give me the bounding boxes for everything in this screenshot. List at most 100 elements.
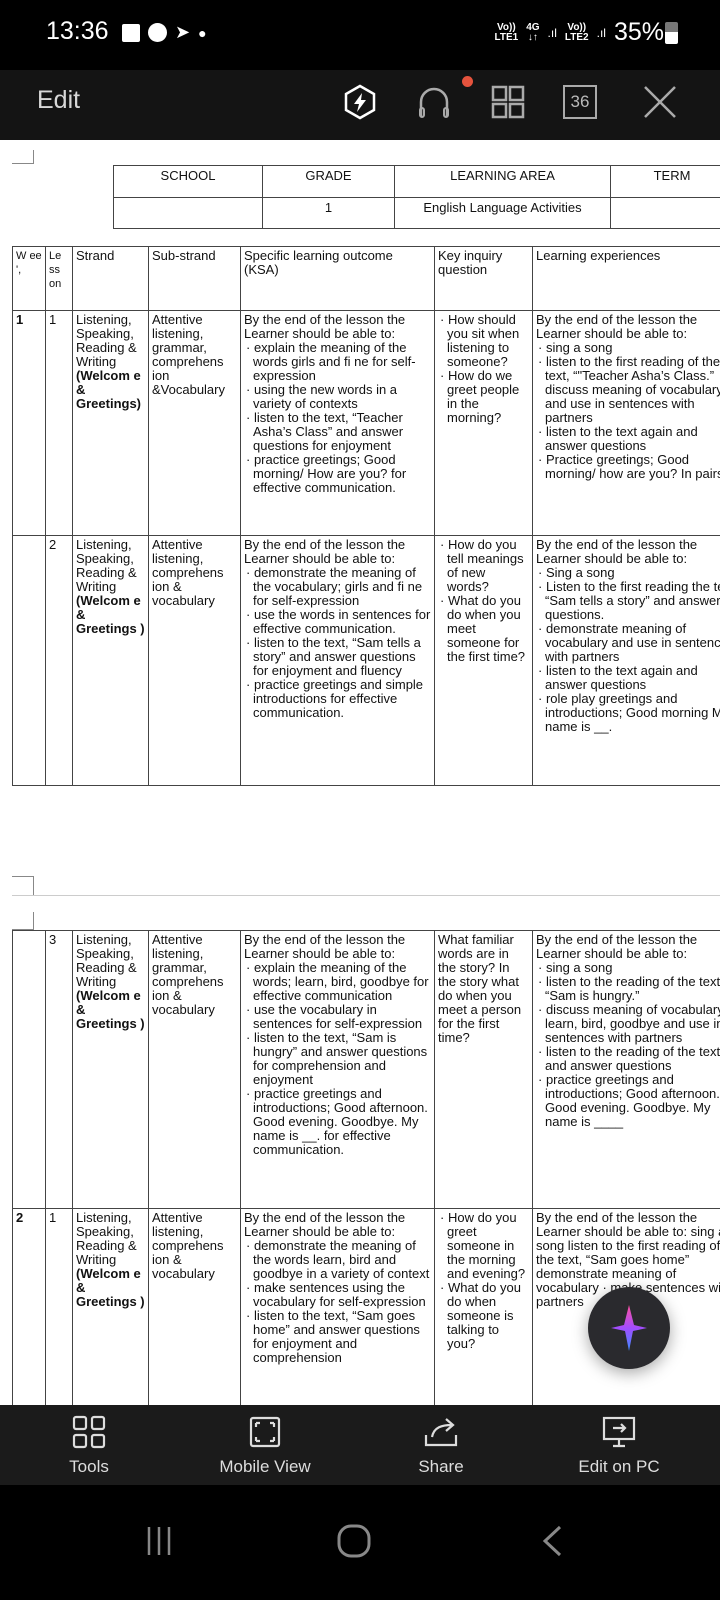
- column-header: Le ss on: [45, 246, 73, 311]
- share-button[interactable]: Share: [361, 1415, 521, 1477]
- back-icon[interactable]: [540, 1525, 564, 1557]
- bullet-list: demonstrate the meaning of the words lea…: [244, 1239, 431, 1365]
- bullet-item: How should you sit when listening to som…: [438, 313, 529, 369]
- cell-intro: By the end of the lesson the Learner sho…: [536, 932, 698, 961]
- page-count-icon[interactable]: 36: [563, 85, 597, 119]
- strand-cell[interactable]: Listening, Speaking, Reading & Writing (W…: [72, 1208, 149, 1405]
- table-cell[interactable]: How do you tell meanings of new words?Wh…: [434, 535, 533, 786]
- week-cell[interactable]: 2: [12, 1208, 46, 1405]
- column-header: Sub-strand: [148, 246, 241, 311]
- bullet-item: listen to the reading of the text, “Sam …: [536, 975, 720, 1003]
- tools-button[interactable]: Tools: [9, 1415, 169, 1477]
- table-cell[interactable]: By the end of the lesson the Learner sho…: [240, 930, 435, 1209]
- week-cell[interactable]: 1: [12, 310, 46, 536]
- strand-text: Listening, Speaking, Reading & Writing: [76, 312, 137, 369]
- substrand-cell[interactable]: Attentive listening, grammar, comprehens…: [148, 930, 241, 1209]
- strand-text: Listening, Speaking, Reading & Writing: [76, 1210, 137, 1267]
- bullet-item: sing a song: [536, 961, 720, 975]
- week-cell[interactable]: [12, 930, 46, 1209]
- bullet-item: Practice greetings; Good morning/ how ar…: [536, 453, 720, 481]
- column-header: Specific learning outcome (KSA): [240, 246, 435, 311]
- mobile-view-button[interactable]: Mobile View: [185, 1415, 345, 1477]
- bullet-item: Listen to the first reading the text, “S…: [536, 580, 720, 622]
- cell-intro: By the end of the lesson the Learner sho…: [244, 932, 406, 961]
- bullet-item: How do you tell meanings of new words?: [438, 538, 529, 594]
- header-value-cell[interactable]: [610, 197, 720, 229]
- document-view[interactable]: SCHOOL GRADE LEARNING AREA TERM 1 English La…: [0, 140, 720, 1405]
- edit-button[interactable]: Edit: [37, 86, 81, 114]
- table-row: 1 1 Listening, Speaking, Reading & Writing…: [12, 310, 720, 536]
- bullet-item: practice greetings; Good morning/ How ar…: [244, 453, 431, 495]
- lesson-cell[interactable]: 2: [45, 535, 73, 786]
- page-corner-mark: [12, 150, 34, 164]
- table-row: 2 1 Listening, Speaking, Reading & Writing…: [12, 1208, 720, 1405]
- bullet-list: Sing a songListen to the first reading t…: [536, 566, 720, 734]
- bullet-list: How do you greet someone in the morning …: [438, 1211, 529, 1351]
- bullet-item: role play greetings and introductions; G…: [536, 692, 720, 734]
- strand-theme: (Welcom e & Greetings ): [76, 593, 145, 636]
- column-header: Key inquiry question: [434, 246, 533, 311]
- cell-intro: By the end of the lesson the Learner sho…: [536, 537, 698, 566]
- substrand-cell[interactable]: Attentive listening, comprehens ion & vo…: [148, 535, 241, 786]
- toolbar: Edit 36: [0, 70, 720, 140]
- lesson-cell[interactable]: 1: [45, 310, 73, 536]
- bottom-toolbar: Tools Mobile View Share Edit on PC: [0, 1405, 720, 1485]
- data-indicator: 4G ↓↑: [526, 21, 540, 43]
- table-cell[interactable]: How do you greet someone in the morning …: [434, 1208, 533, 1405]
- strand-theme: (Welcom e & Greetings ): [76, 988, 145, 1031]
- battery-icon: [665, 22, 678, 44]
- table-cell[interactable]: By the end of the lesson the Learner sho…: [240, 310, 435, 536]
- headphones-icon[interactable]: [414, 82, 454, 122]
- page-divider: [12, 895, 720, 896]
- bullet-item: How do you greet someone in the morning …: [438, 1211, 529, 1281]
- page-corner-mark: [12, 876, 34, 896]
- table-cell[interactable]: By the end of the lesson the Learner sho…: [240, 535, 435, 786]
- header-column-label: GRADE: [262, 165, 395, 198]
- substrand-cell[interactable]: Attentive listening, comprehens ion & vo…: [148, 1208, 241, 1405]
- edit-on-pc-button[interactable]: Edit on PC: [539, 1415, 699, 1477]
- sim2-indicator: Vo)) LTE2: [564, 21, 589, 43]
- ai-assistant-button[interactable]: [588, 1287, 670, 1369]
- mobile-view-icon: [249, 1416, 281, 1448]
- clock: 13:36: [46, 17, 109, 45]
- status-bar: 13:36 ➤ ● Vo)) LTE1 4G ↓↑ .ıl Vo)) LTE2 .ıl…: [0, 0, 720, 70]
- bullet-item: using the new words in a variety of cont…: [244, 383, 431, 411]
- bullet-item: explain the meaning of the words girls a…: [244, 341, 431, 383]
- cell-intro: By the end of the lesson the Learner sho…: [244, 312, 406, 341]
- header-value-cell[interactable]: English Language Activities: [394, 197, 611, 229]
- table-row: 3 Listening, Speaking, Reading & Writing(…: [12, 930, 720, 1209]
- bullet-item: discuss meaning of vocabulary; learn, bi…: [536, 1003, 720, 1045]
- notification-badge: [462, 76, 473, 87]
- tools-icon: [72, 1415, 106, 1449]
- strand-theme: (Welcom e & Greetings): [76, 368, 142, 411]
- table-cell[interactable]: What familiar words are in the story? In…: [434, 930, 533, 1209]
- strand-cell[interactable]: Listening, Speaking, Reading & Writing (W…: [72, 310, 149, 536]
- header-value-cell[interactable]: [113, 197, 263, 229]
- table-cell[interactable]: By the end of the lesson the Learner sho…: [532, 930, 720, 1209]
- recent-apps-icon[interactable]: [145, 1525, 173, 1557]
- strand-cell[interactable]: Listening, Speaking, Reading & Writing (W…: [72, 535, 149, 786]
- lesson-cell[interactable]: 1: [45, 1208, 73, 1405]
- close-icon[interactable]: [640, 82, 680, 122]
- power-save-icon[interactable]: [340, 82, 380, 122]
- table-cell[interactable]: By the end of the lesson the Learner sho…: [240, 1208, 435, 1405]
- column-header: W ee ',: [12, 246, 46, 311]
- lesson-cell[interactable]: 3: [45, 930, 73, 1209]
- substrand-cell[interactable]: Attentive listening, grammar, comprehens…: [148, 310, 241, 536]
- table-cell[interactable]: By the end of the lesson the Learner sho…: [532, 535, 720, 786]
- bullet-item: explain the meaning of the words; learn,…: [244, 961, 431, 1003]
- header-column-label: TERM: [610, 165, 720, 198]
- bullet-item: listen to the first reading of the text,…: [536, 355, 720, 425]
- header-value-cell[interactable]: 1: [262, 197, 395, 229]
- table-cell[interactable]: By the end of the lesson the Learner sho…: [532, 310, 720, 536]
- header-column-label: SCHOOL: [113, 165, 263, 198]
- week-cell[interactable]: [12, 535, 46, 786]
- bullet-item: listen to the text, “Teacher Asha’s Clas…: [244, 411, 431, 453]
- grid-icon[interactable]: [488, 82, 528, 122]
- table-cell[interactable]: How should you sit when listening to som…: [434, 310, 533, 536]
- strand-cell[interactable]: Listening, Speaking, Reading & Writing (W…: [72, 930, 149, 1209]
- gallery-icon: [122, 23, 140, 42]
- home-icon[interactable]: [336, 1523, 372, 1559]
